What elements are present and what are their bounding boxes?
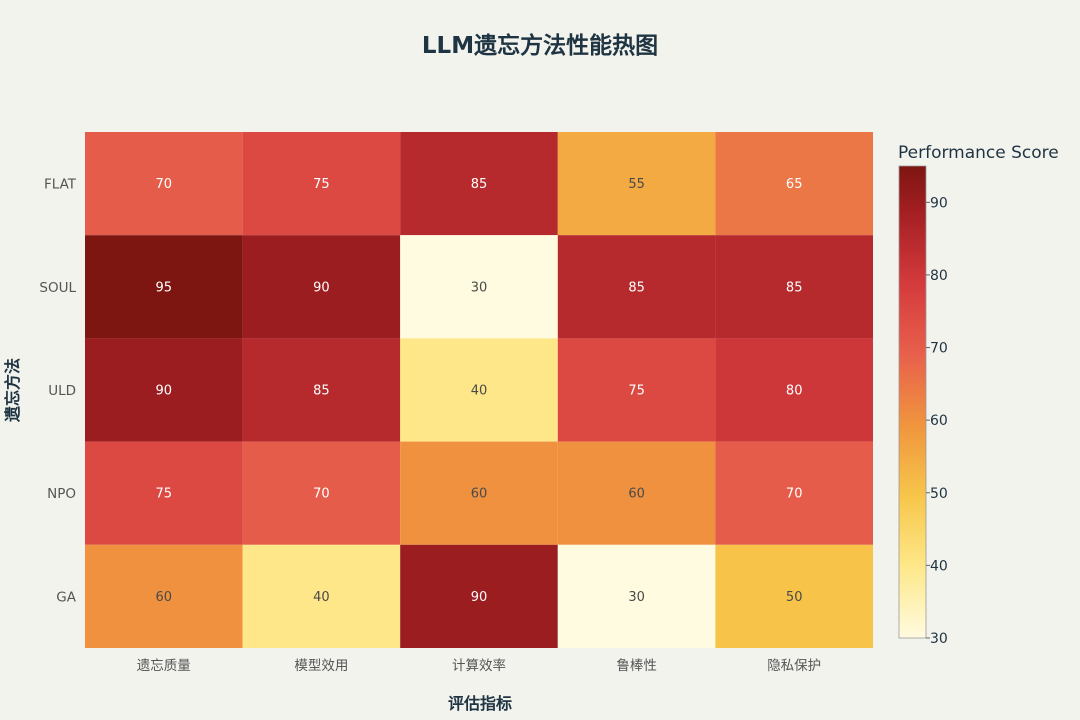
colorbar-tick-label: 60 [930,413,948,429]
x-tick-label: 模型效用 [294,658,348,674]
cell-value-label: 90 [471,590,488,605]
y-tick-label: FLAT [44,177,77,193]
colorbar-tick-label: 30 [930,631,948,647]
cell-value-label: 70 [786,487,803,502]
heatmap-cell [715,441,873,545]
heatmap-cell [557,544,716,648]
heatmap-cell [400,132,558,236]
x-axis-title: 评估指标 [448,694,512,713]
cell-value-label: 85 [471,177,488,192]
heatmap-cell [85,544,243,648]
x-tick-label: 计算效率 [452,657,506,674]
colorbar-ticks: 30 40 50 60 70 80 90 [926,195,948,647]
heatmap-cell [242,338,401,442]
heatmap-cell [715,132,873,236]
heatmap-cell [85,132,243,236]
cell-value-label: 60 [156,590,173,605]
chart-title: LLM遗忘方法性能热图 [422,32,658,59]
heatmap-cell [557,338,716,442]
colorbar-tick-label: 50 [930,486,948,502]
x-axis-ticks: 遗忘质量 模型效用 计算效率 鲁棒性 隐私保护 [137,657,821,674]
x-tick-label: 隐私保护 [767,658,821,674]
heatmap-cell [715,235,873,339]
cell-value-label: 70 [313,487,330,502]
x-tick-label: 遗忘质量 [137,658,191,674]
cell-value-label: 85 [786,280,803,295]
heatmap-cell [557,441,716,545]
y-tick-label: GA [56,589,76,605]
cell-value-label: 75 [628,384,645,399]
colorbar-tick-label: 90 [930,195,948,211]
cell-value-label: 40 [471,384,488,399]
heatmap-cell [85,338,243,442]
colorbar-tick-label: 80 [930,268,948,284]
colorbar [898,165,927,639]
heatmap-cell [557,235,716,339]
heatmap-cell [242,132,401,236]
heatmap-cell [400,441,558,545]
y-axis-title: 遗忘方法 [3,358,22,423]
heatmap-cells: 70 75 85 55 65 95 90 30 85 85 90 85 40 75 80 75 70 60 60 70… [85,132,873,648]
cell-value-label: 90 [156,384,173,399]
heatmap-cell [242,544,401,648]
heatmap-cell [242,441,401,545]
y-tick-label: SOUL [39,280,76,296]
cell-value-label: 50 [786,590,803,605]
cell-value-label: 40 [313,590,330,605]
cell-value-label: 75 [156,487,173,502]
y-tick-label: ULD [48,383,76,399]
cell-value-label: 95 [156,280,173,295]
colorbar-tick-label: 70 [930,341,948,357]
cell-value-label: 65 [786,177,803,192]
heatmap-cell [557,132,716,236]
heatmap-cell [400,544,558,648]
cell-value-label: 60 [471,487,488,502]
colorbar-tick-label: 40 [930,558,948,574]
heatmap-cell [715,544,873,648]
cell-value-label: 55 [628,177,645,192]
cell-value-label: 30 [471,280,488,295]
cell-value-label: 30 [628,590,645,605]
cell-value-label: 70 [156,177,173,192]
cell-value-label: 90 [313,280,330,295]
heatmap-cell [85,441,243,545]
heatmap-cell [242,235,401,339]
cell-value-label: 80 [786,384,803,399]
cell-value-label: 60 [628,487,645,502]
cell-value-label: 75 [313,177,330,192]
colorbar-title: Performance Score [898,143,1059,163]
heatmap-cell [715,338,873,442]
cell-value-label: 85 [628,280,645,295]
y-axis-ticks: FLAT SOUL ULD NPO GA [39,177,76,606]
y-tick-label: NPO [47,486,76,502]
x-tick-label: 鲁棒性 [616,658,657,674]
heatmap-cell [400,235,558,339]
heatmap-cell [400,338,558,442]
heatmap-cell [85,235,243,339]
cell-value-label: 85 [313,384,330,399]
